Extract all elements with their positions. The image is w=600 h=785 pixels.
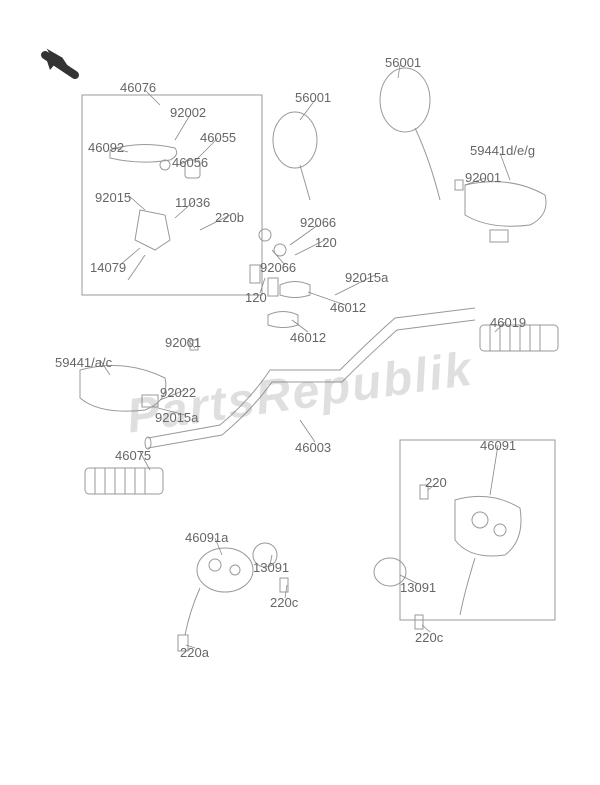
label-92001b: 92001 xyxy=(165,335,201,350)
mirror-left-sketch xyxy=(273,112,317,200)
label-46019: 46019 xyxy=(490,315,526,330)
guard-right-sketch xyxy=(465,182,546,242)
label-46091: 46091 xyxy=(480,438,516,453)
label-220c: 220c xyxy=(270,595,298,610)
label-220a: 220a xyxy=(180,645,209,660)
grip-left-sketch xyxy=(85,468,163,494)
label-13091b: 13091 xyxy=(400,580,436,595)
label-46003: 46003 xyxy=(295,440,331,455)
label-46055: 46055 xyxy=(200,130,236,145)
label-46076: 46076 xyxy=(120,80,156,95)
label-46012a: 46012 xyxy=(330,300,366,315)
label-59441deg: 59441d/e/g xyxy=(470,143,535,158)
guard-left-sketch xyxy=(80,366,166,412)
label-11036: 11036 xyxy=(175,195,210,210)
label-120a: 120 xyxy=(315,235,337,250)
label-92066a: 92066 xyxy=(260,260,296,275)
label-92015: 92015 xyxy=(95,190,131,205)
label-92066: 92066 xyxy=(300,215,336,230)
label-220b: 220b xyxy=(215,210,244,225)
direction-arrow xyxy=(45,50,75,75)
label-46091a: 46091a xyxy=(185,530,228,545)
bolt-92001 xyxy=(190,180,463,350)
label-92002: 92002 xyxy=(170,105,206,120)
label-46092: 46092 xyxy=(88,140,124,155)
mirror-right-sketch xyxy=(380,68,440,200)
label-14079: 14079 xyxy=(90,260,126,275)
label-46012b: 46012 xyxy=(290,330,326,345)
label-13091a: 13091 xyxy=(253,560,289,575)
label-120b: 120 xyxy=(245,290,267,305)
label-220: 220 xyxy=(425,475,447,490)
switch-right-sketch xyxy=(420,485,521,615)
parts-diagram: 46076 92002 56001 56001 46092 46055 4605… xyxy=(0,0,600,785)
label-56001b: 56001 xyxy=(385,55,421,70)
label-220cb: 220c xyxy=(415,630,443,645)
label-92015a: 92015a xyxy=(345,270,388,285)
bracket-sketch xyxy=(128,210,170,280)
label-59441ac: 59441/a/c xyxy=(55,355,112,370)
clamps-sketch xyxy=(268,282,310,328)
label-46075: 46075 xyxy=(115,448,151,463)
label-92015b: 92015a xyxy=(155,410,198,425)
diagram-svg xyxy=(0,0,600,785)
label-92001a: 92001 xyxy=(465,170,501,185)
label-92022: 92022 xyxy=(160,385,196,400)
label-56001a: 56001 xyxy=(295,90,331,105)
label-46056: 46056 xyxy=(172,155,208,170)
